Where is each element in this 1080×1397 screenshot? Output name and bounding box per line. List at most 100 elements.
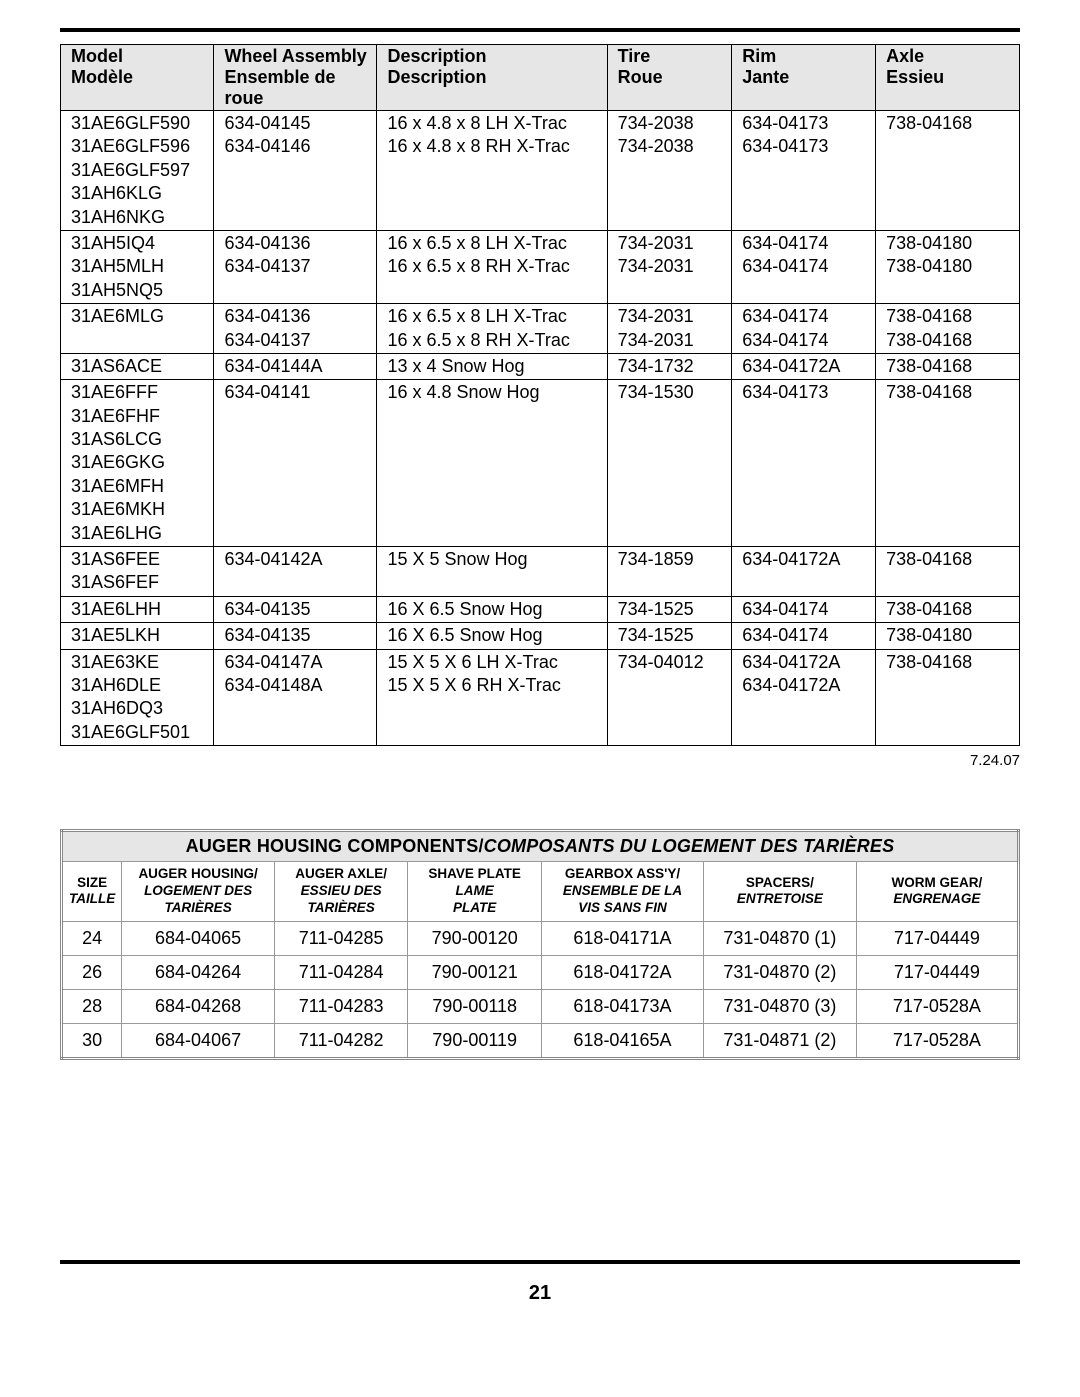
table-cell: 738-04168 <box>876 649 1020 746</box>
table-cell: 634-04172A <box>732 547 876 597</box>
t2-header: AUGER HOUSING/LOGEMENT DESTARIÈRES <box>122 862 275 922</box>
table-cell: 618-04171A <box>541 921 703 955</box>
table-cell: 634-04142A <box>214 547 377 597</box>
table-cell: 711-04285 <box>274 921 408 955</box>
table-cell: 790-00121 <box>408 955 541 989</box>
table-cell: 790-00120 <box>408 921 541 955</box>
table-cell: 717-0528A <box>856 989 1018 1023</box>
table-cell: 16 X 6.5 Snow Hog <box>377 596 607 622</box>
table-cell: 711-04282 <box>274 1023 408 1058</box>
table-cell: 15 X 5 Snow Hog <box>377 547 607 597</box>
table-row: 31AE6MLG634-04136634-0413716 x 6.5 x 8 L… <box>61 304 1020 354</box>
table-cell: 16 x 6.5 x 8 LH X-Trac16 x 6.5 x 8 RH X-… <box>377 304 607 354</box>
table-cell: 634-04136634-04137 <box>214 304 377 354</box>
table-cell: 15 X 5 X 6 LH X-Trac15 X 5 X 6 RH X-Trac <box>377 649 607 746</box>
wheel-assembly-table: Model Modèle Wheel Assembly Ensemble de … <box>60 44 1020 746</box>
table-cell: 738-04168 <box>876 353 1020 379</box>
table-cell: 734-2031734-2031 <box>607 230 732 303</box>
table-cell: 634-04135 <box>214 623 377 649</box>
table-cell: 618-04165A <box>541 1023 703 1058</box>
table-cell: 16 x 4.8 x 8 LH X-Trac16 x 4.8 x 8 RH X-… <box>377 111 607 231</box>
table-cell: 684-04065 <box>122 921 275 955</box>
table-cell: 734-1525 <box>607 623 732 649</box>
table-cell: 717-04449 <box>856 921 1018 955</box>
table-cell: 31AE6MLG <box>61 304 214 354</box>
table-cell: 738-04168738-04168 <box>876 304 1020 354</box>
table-cell: 634-04173634-04173 <box>732 111 876 231</box>
table-cell: 13 x 4 Snow Hog <box>377 353 607 379</box>
table-cell: 717-04449 <box>856 955 1018 989</box>
table-cell: 634-04172A <box>732 353 876 379</box>
table-cell: 634-04135 <box>214 596 377 622</box>
table-cell: 790-00118 <box>408 989 541 1023</box>
t2-title: AUGER HOUSING COMPONENTS/COMPOSANTS DU L… <box>62 831 1019 862</box>
table-cell: 738-04180 <box>876 623 1020 649</box>
table-cell: 26 <box>62 955 122 989</box>
table-cell: 634-04174634-04174 <box>732 230 876 303</box>
table-cell: 16 x 6.5 x 8 LH X-Trac16 x 6.5 x 8 RH X-… <box>377 230 607 303</box>
t2-header: GEARBOX ASS'Y/ENSEMBLE DE LAVIS SANS FIN <box>541 862 703 922</box>
table-cell: 31AE6FFF31AE6FHF31AS6LCG31AE6GKG31AE6MFH… <box>61 380 214 547</box>
t1-header-desc: Description Description <box>377 45 607 111</box>
page-number: 21 <box>60 1282 1020 1305</box>
table-row: 31AS6ACE634-04144A13 x 4 Snow Hog734-173… <box>61 353 1020 379</box>
table-cell: 734-1525 <box>607 596 732 622</box>
auger-housing-table: AUGER HOUSING COMPONENTS/COMPOSANTS DU L… <box>60 829 1020 1060</box>
table-cell: 30 <box>62 1023 122 1058</box>
table-cell: 734-04012 <box>607 649 732 746</box>
t2-header: SIZETAILLE <box>62 862 122 922</box>
table-row: 28684-04268711-04283790-00118618-04173A7… <box>62 989 1019 1023</box>
table-row: 31AE63KE31AH6DLE31AH6DQ331AE6GLF501634-0… <box>61 649 1020 746</box>
table-cell: 634-04145634-04146 <box>214 111 377 231</box>
t2-header: SHAVE PLATELAMEPLATE <box>408 862 541 922</box>
table-cell: 16 x 4.8 Snow Hog <box>377 380 607 547</box>
table-row: 26684-04264711-04284790-00121618-04172A7… <box>62 955 1019 989</box>
table-cell: 31AS6FEE31AS6FEF <box>61 547 214 597</box>
t1-header-axle: Axle Essieu <box>876 45 1020 111</box>
t1-header-rim: Rim Jante <box>732 45 876 111</box>
table-cell: 24 <box>62 921 122 955</box>
table-row: 31AE6GLF59031AE6GLF59631AE6GLF59731AH6KL… <box>61 111 1020 231</box>
table-cell: 790-00119 <box>408 1023 541 1058</box>
table-cell: 31AE5LKH <box>61 623 214 649</box>
table-cell: 717-0528A <box>856 1023 1018 1058</box>
table-cell: 684-04067 <box>122 1023 275 1058</box>
table-cell: 731-04870 (1) <box>704 921 857 955</box>
table-row: 31AH5IQ431AH5MLH31AH5NQ5634-04136634-041… <box>61 230 1020 303</box>
table-cell: 31AE6LHH <box>61 596 214 622</box>
table-cell: 738-04168 <box>876 596 1020 622</box>
table-cell: 634-04141 <box>214 380 377 547</box>
table-cell: 734-2031734-2031 <box>607 304 732 354</box>
t1-header-model: Model Modèle <box>61 45 214 111</box>
table-cell: 711-04284 <box>274 955 408 989</box>
table-cell: 734-1530 <box>607 380 732 547</box>
table-cell: 31AE6GLF59031AE6GLF59631AE6GLF59731AH6KL… <box>61 111 214 231</box>
table-cell: 634-04147A634-04148A <box>214 649 377 746</box>
table-row: 30684-04067711-04282790-00119618-04165A7… <box>62 1023 1019 1058</box>
table-cell: 28 <box>62 989 122 1023</box>
table-cell: 738-04168 <box>876 380 1020 547</box>
table-row: 31AS6FEE31AS6FEF634-04142A15 X 5 Snow Ho… <box>61 547 1020 597</box>
table-cell: 738-04180738-04180 <box>876 230 1020 303</box>
table-cell: 734-1859 <box>607 547 732 597</box>
table-cell: 634-04172A634-04172A <box>732 649 876 746</box>
table-cell: 634-04174634-04174 <box>732 304 876 354</box>
table-cell: 618-04173A <box>541 989 703 1023</box>
table-cell: 734-2038734-2038 <box>607 111 732 231</box>
table-cell: 684-04264 <box>122 955 275 989</box>
table-cell: 731-04871 (2) <box>704 1023 857 1058</box>
t1-header-tire: Tire Roue <box>607 45 732 111</box>
table-cell: 731-04870 (3) <box>704 989 857 1023</box>
date-note: 7.24.07 <box>60 752 1020 769</box>
table-cell: 634-04173 <box>732 380 876 547</box>
table-row: 31AE6LHH634-0413516 X 6.5 Snow Hog734-15… <box>61 596 1020 622</box>
table-cell: 684-04268 <box>122 989 275 1023</box>
table-row: 24684-04065711-04285790-00120618-04171A7… <box>62 921 1019 955</box>
table-cell: 634-04174 <box>732 623 876 649</box>
t2-header: AUGER AXLE/ESSIEU DESTARIÈRES <box>274 862 408 922</box>
table-cell: 16 X 6.5 Snow Hog <box>377 623 607 649</box>
table-cell: 31AH5IQ431AH5MLH31AH5NQ5 <box>61 230 214 303</box>
table-cell: 634-04174 <box>732 596 876 622</box>
t2-header: WORM GEAR/ENGRENAGE <box>856 862 1018 922</box>
table-cell: 634-04136634-04137 <box>214 230 377 303</box>
